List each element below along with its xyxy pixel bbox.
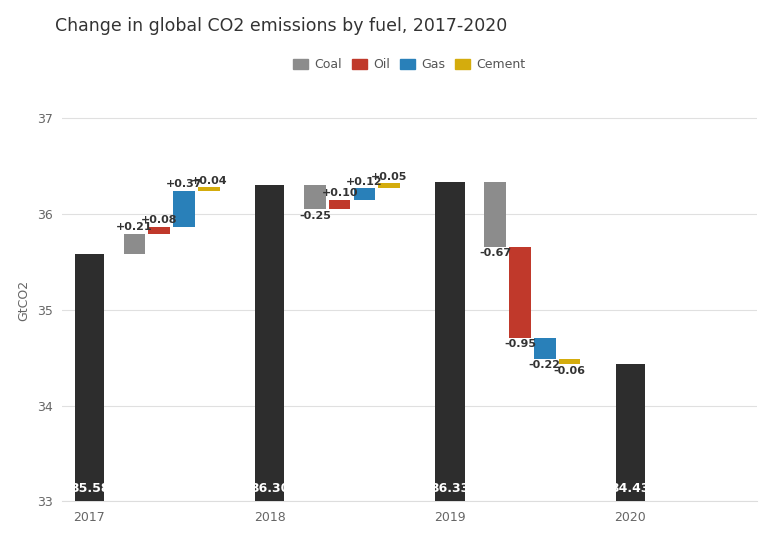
Text: +0.21: +0.21	[116, 223, 153, 233]
Text: -0.95: -0.95	[504, 339, 536, 349]
Text: 35.58: 35.58	[69, 482, 109, 495]
Bar	[173, 191, 195, 226]
Bar	[615, 364, 645, 501]
Bar	[378, 183, 400, 188]
Text: -0.22: -0.22	[529, 360, 561, 370]
Text: 34.43: 34.43	[611, 482, 651, 495]
Y-axis label: GtCO2: GtCO2	[17, 280, 30, 321]
Bar	[75, 255, 104, 501]
Bar	[198, 187, 220, 191]
Text: -0.06: -0.06	[554, 366, 586, 376]
Text: -0.25: -0.25	[299, 211, 331, 221]
Bar	[124, 234, 145, 255]
Text: 36.33: 36.33	[431, 482, 470, 495]
Text: +0.05: +0.05	[371, 172, 407, 182]
Bar	[148, 226, 170, 234]
Bar	[558, 359, 580, 364]
Bar	[353, 188, 375, 199]
Legend: Coal, Oil, Gas, Cement: Coal, Oil, Gas, Cement	[288, 53, 531, 76]
Text: +0.04: +0.04	[190, 176, 227, 186]
Bar	[255, 185, 285, 501]
Text: +0.10: +0.10	[321, 188, 358, 198]
Text: Change in global CO2 emissions by fuel, 2017-2020: Change in global CO2 emissions by fuel, …	[55, 17, 507, 35]
Bar	[509, 247, 530, 338]
Bar	[435, 182, 465, 501]
Bar	[484, 182, 506, 247]
Text: +0.37: +0.37	[166, 180, 202, 190]
Bar	[329, 199, 350, 209]
Text: +0.12: +0.12	[346, 176, 383, 187]
Text: 36.30: 36.30	[250, 482, 289, 495]
Bar	[304, 185, 326, 209]
Text: +0.08: +0.08	[141, 215, 178, 225]
Bar	[534, 338, 555, 359]
Text: -0.67: -0.67	[479, 249, 511, 258]
